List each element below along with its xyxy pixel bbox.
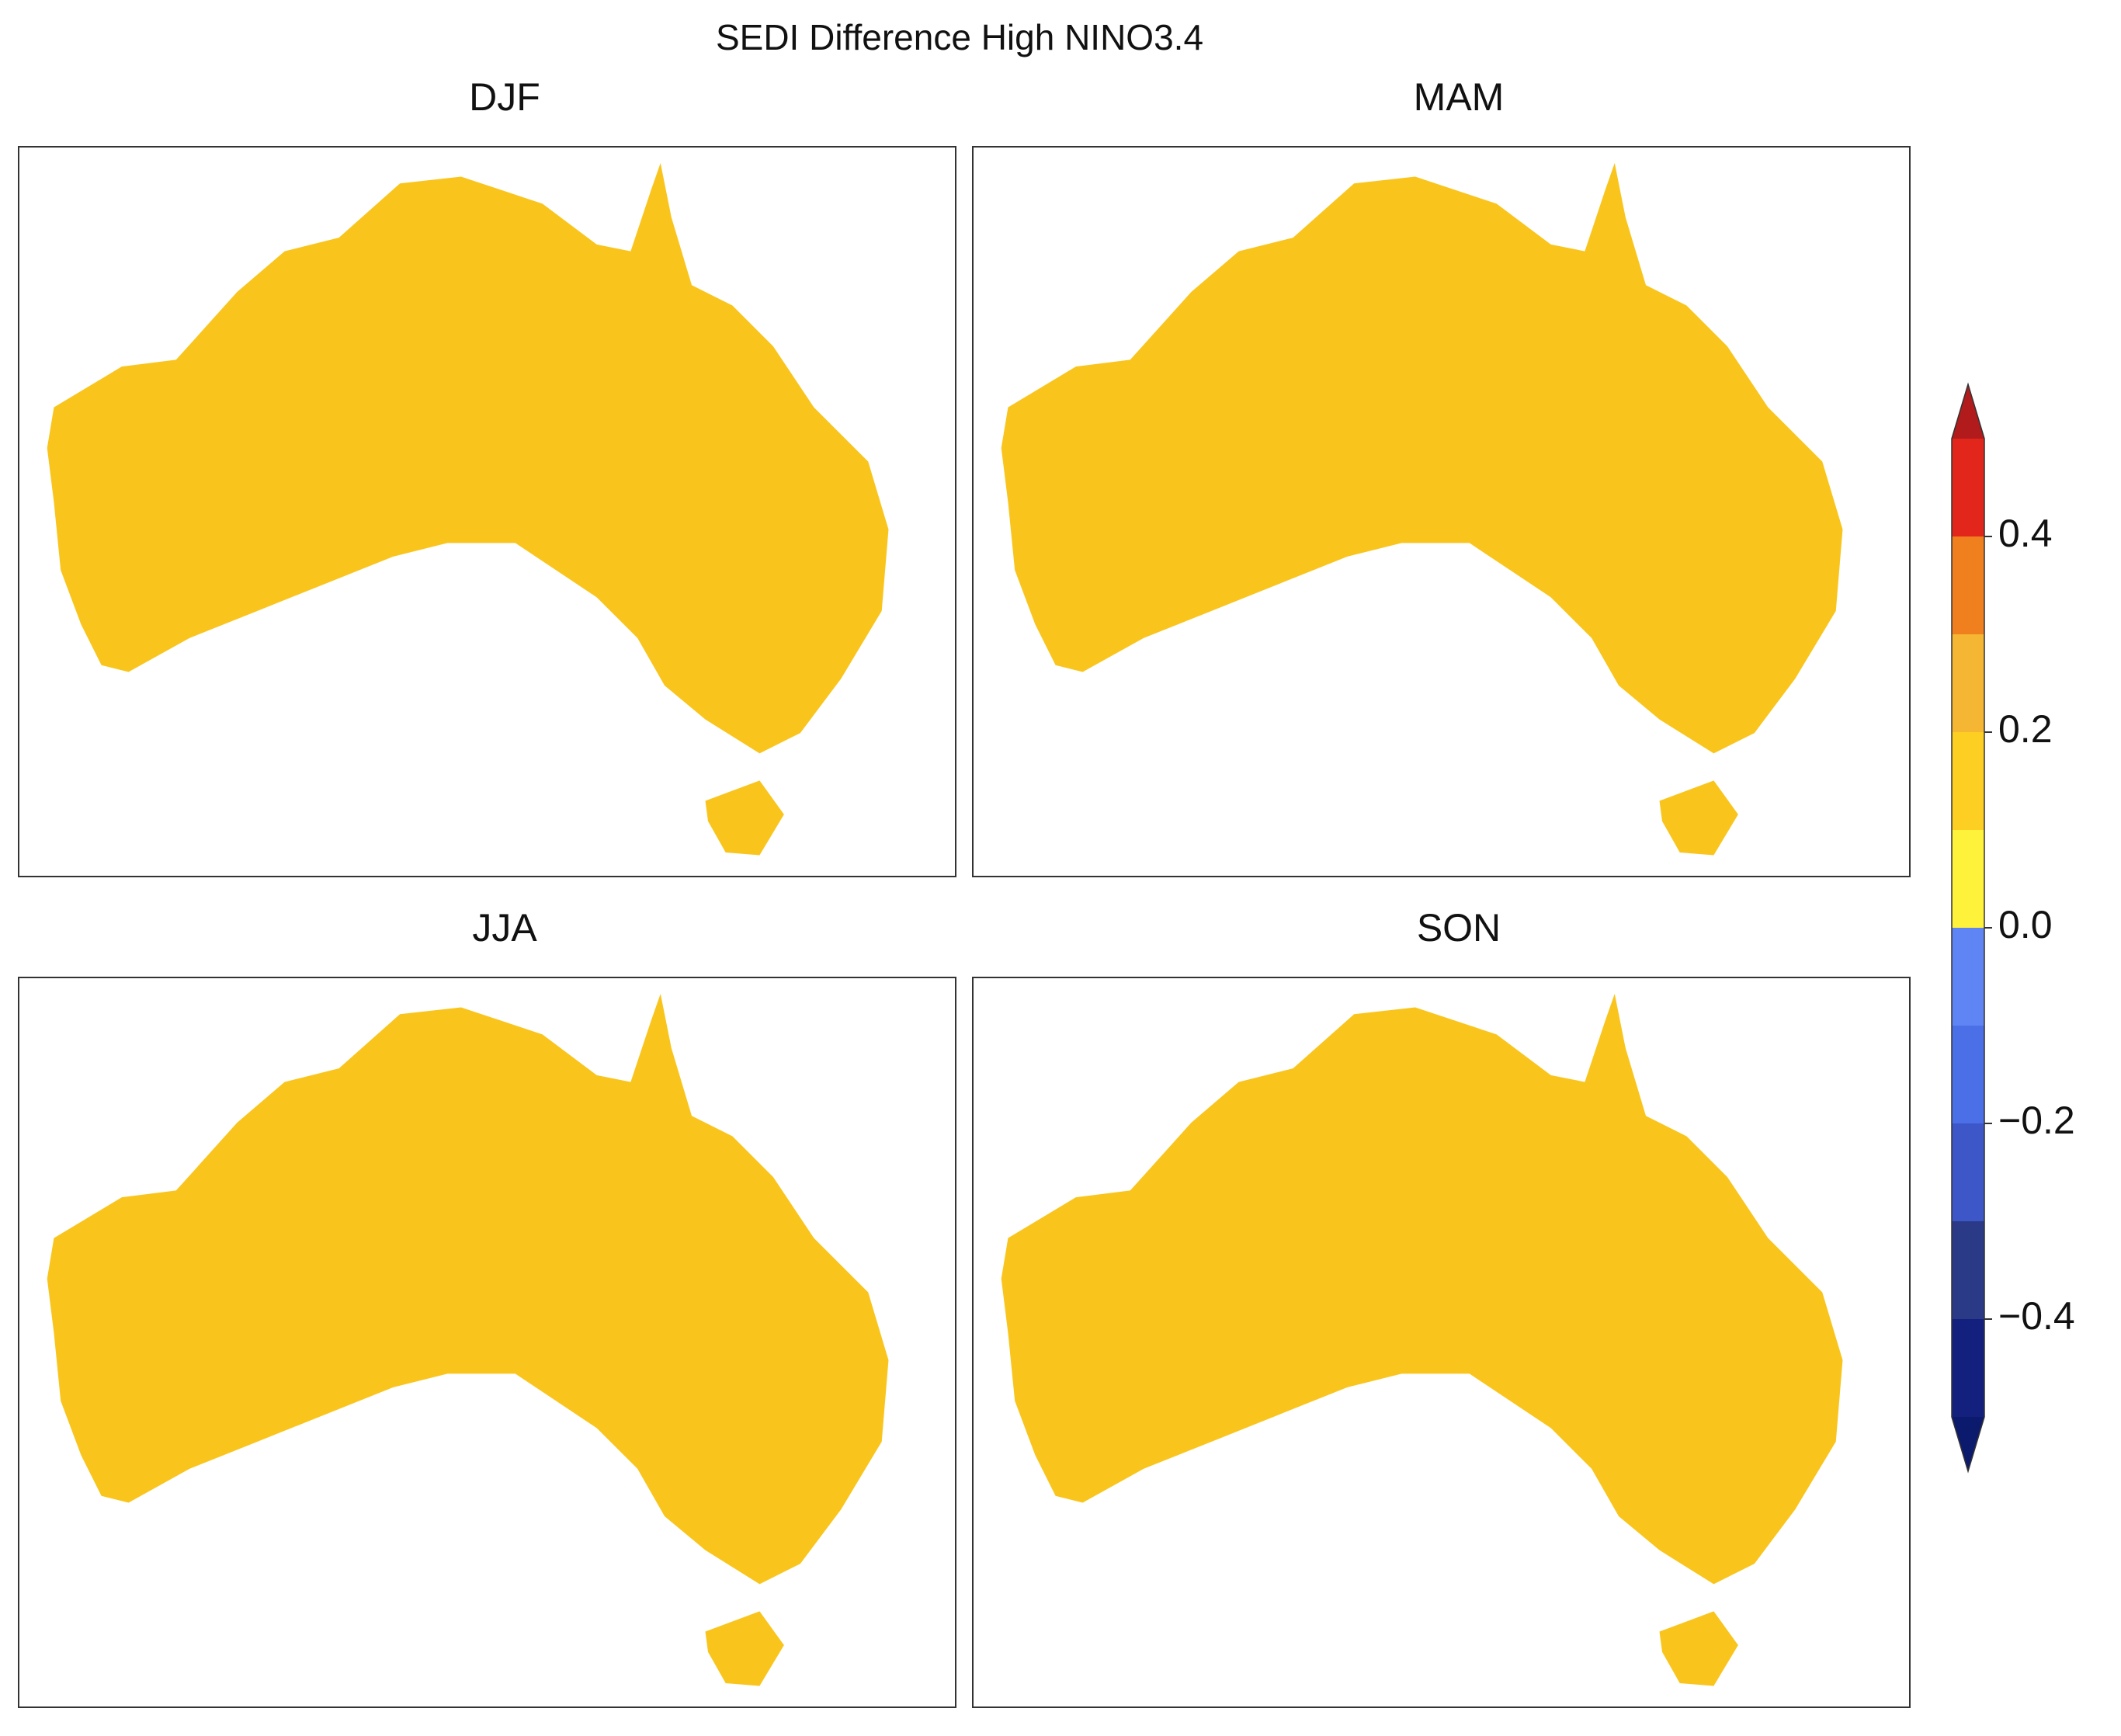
- colorbar-segment: [1952, 634, 1984, 732]
- colorbar-segment: [1952, 1319, 1984, 1417]
- colorbar-outline: [1951, 382, 1985, 1474]
- colorbar-tick-label: 0.0: [1998, 903, 2053, 946]
- colorbar-segment: [1952, 439, 1984, 536]
- colorbar-segment: [1952, 830, 1984, 928]
- colorbar-tick-label: −0.4: [1998, 1294, 2075, 1338]
- colorbar-segment: [1952, 1123, 1984, 1221]
- colorbar-segment: [1952, 928, 1984, 1026]
- colorbar-tick-label: 0.2: [1998, 707, 2053, 751]
- panel-title: JJA: [472, 906, 537, 950]
- colorbar-tick-label: −0.2: [1998, 1099, 2075, 1142]
- colorbar-over: [1952, 384, 1984, 439]
- colorbar-under: [1952, 1417, 1984, 1471]
- figure-title: SEDI Difference High NINO3.4: [716, 17, 1203, 57]
- colorbar-tick-label: 0.4: [1998, 512, 2053, 555]
- panel-title: SON: [1417, 906, 1501, 950]
- panel-title: MAM: [1414, 75, 1505, 119]
- colorbar-segment: [1952, 1026, 1984, 1123]
- panel-title: DJF: [469, 75, 540, 119]
- colorbar-segment: [1952, 732, 1984, 830]
- colorbar-segment: [1952, 536, 1984, 634]
- colorbar-segment: [1952, 1221, 1984, 1319]
